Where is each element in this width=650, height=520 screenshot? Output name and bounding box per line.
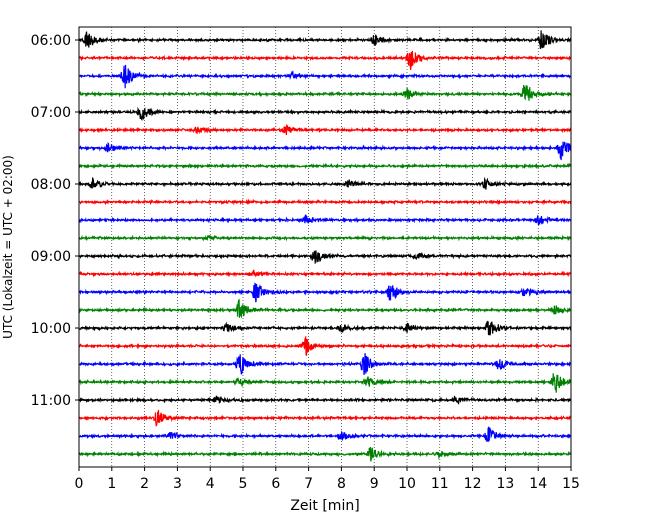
x-tick-label: 5	[239, 476, 248, 492]
y-axis-label: UTC (Lokalzeit = UTC + 02:00)	[1, 155, 15, 339]
trace-0900	[78, 250, 572, 264]
x-tick-label: 13	[496, 476, 514, 492]
x-tick-label: 12	[464, 476, 482, 492]
plot-frame	[78, 26, 572, 468]
x-tick-label: 1	[107, 476, 116, 492]
trace-1115	[78, 409, 572, 427]
x-tick-label: 2	[140, 476, 149, 492]
trace-1045	[78, 373, 572, 393]
vertical-grid	[111, 27, 539, 467]
y-tick-label: 08:00	[31, 177, 71, 193]
trace-0715	[78, 124, 572, 136]
trace-0745	[78, 162, 572, 170]
x-tick-label: 14	[529, 476, 547, 492]
trace-0930	[78, 282, 572, 303]
y-tick-label: 11:00	[31, 393, 71, 409]
seismic-traces	[78, 30, 572, 462]
y-tick-label: 07:00	[31, 105, 71, 121]
trace-0845	[78, 234, 572, 242]
trace-0945	[78, 298, 572, 319]
y-tick-label: 06:00	[31, 33, 71, 49]
y-tick-label: 10:00	[31, 321, 71, 337]
trace-0700	[78, 106, 572, 122]
trace-0600	[78, 30, 572, 50]
trace-1130	[78, 426, 572, 443]
x-tick-label: 15	[562, 476, 580, 492]
x-axis-ticks: 0 1 2 3 4 5 6 7 8 9 10 11 12 13 14 15	[75, 467, 580, 492]
trace-0915	[78, 269, 572, 278]
x-tick-label: 6	[271, 476, 280, 492]
x-tick-label: 11	[431, 476, 449, 492]
x-axis-label: Zeit [min]	[290, 498, 359, 514]
trace-1015	[78, 336, 572, 357]
trace-0830	[78, 214, 572, 226]
trace-0630	[78, 64, 572, 89]
x-tick-label: 7	[304, 476, 313, 492]
x-tick-label: 10	[398, 476, 416, 492]
trace-0800	[78, 176, 572, 190]
x-tick-label: 9	[370, 476, 379, 492]
trace-0730	[78, 141, 572, 161]
trace-1030	[78, 353, 572, 375]
y-tick-label: 09:00	[31, 249, 71, 265]
x-tick-label: 0	[75, 476, 84, 492]
trace-1000	[78, 320, 572, 336]
x-tick-label: 4	[206, 476, 215, 492]
x-tick-label: 3	[173, 476, 182, 492]
trace-0645	[78, 84, 572, 101]
x-tick-label: 8	[337, 476, 346, 492]
trace-1100	[78, 395, 572, 405]
y-axis-ticks: 06:00 07:00 08:00 09:00 10:00 11:00	[31, 33, 79, 409]
trace-0815	[78, 198, 572, 206]
trace-0615	[78, 50, 572, 70]
trace-1145	[78, 446, 572, 462]
